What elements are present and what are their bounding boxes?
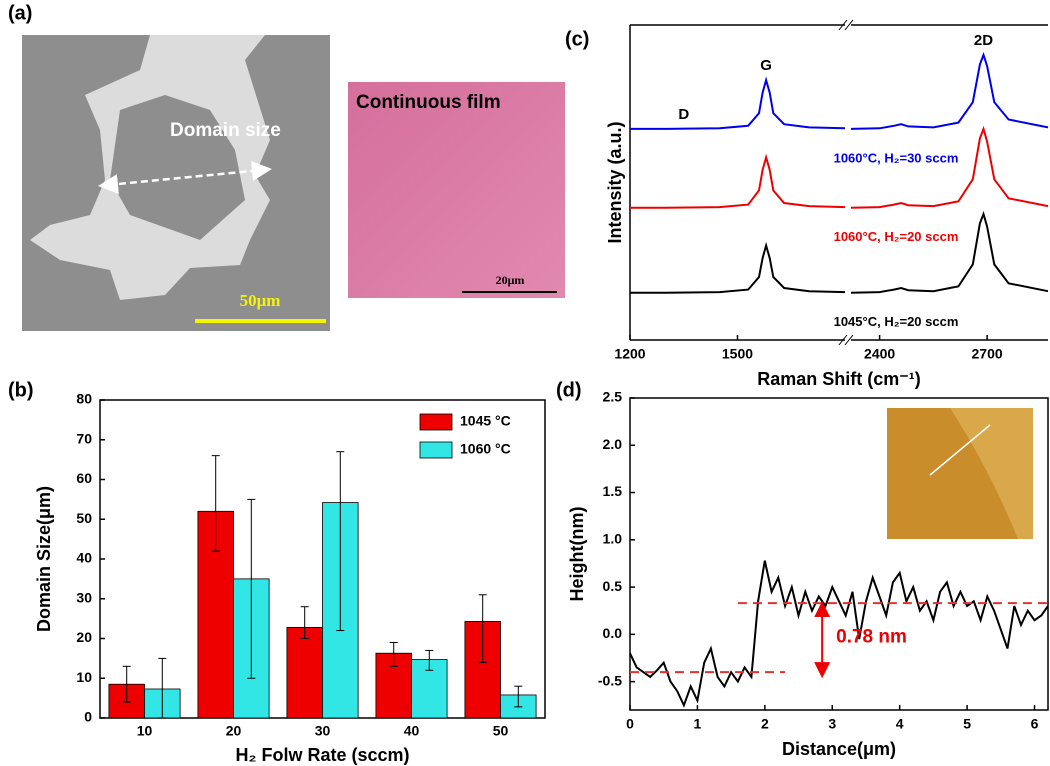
peak-label: 2D bbox=[974, 32, 993, 49]
x-tick-label: 1200 bbox=[614, 346, 645, 362]
y-tick-label: -0.5 bbox=[598, 672, 622, 688]
x-axis-label: Raman Shift (cm⁻¹) bbox=[757, 369, 921, 389]
x-tick-label: 4 bbox=[896, 716, 904, 732]
y-tick-label: 2.5 bbox=[603, 389, 623, 405]
x-tick-label: 6 bbox=[1031, 716, 1039, 732]
x-tick-label: 2700 bbox=[972, 346, 1003, 362]
optical-image: Continuous film 20μm bbox=[348, 82, 565, 298]
x-tick-label: 40 bbox=[404, 723, 420, 739]
y-tick-label: 0.0 bbox=[603, 625, 623, 641]
y-tick-label: 0 bbox=[84, 709, 92, 725]
x-tick-label: 50 bbox=[493, 723, 509, 739]
bar bbox=[287, 627, 323, 718]
x-tick-label: 30 bbox=[315, 723, 331, 739]
peak-label: G bbox=[760, 57, 772, 74]
series-line bbox=[630, 80, 845, 129]
panel-label: (a) bbox=[8, 2, 32, 24]
x-tick-label: 0 bbox=[626, 716, 634, 732]
y-axis-label: Domain Size(μm) bbox=[34, 486, 54, 632]
x-axis-label: H₂ Folw Rate (sccm) bbox=[235, 745, 409, 765]
series-line bbox=[630, 157, 845, 207]
annotation: 0.78 nm bbox=[836, 627, 907, 648]
optical-background bbox=[348, 82, 565, 298]
y-tick-label: 70 bbox=[76, 430, 92, 446]
y-tick-label: 50 bbox=[76, 510, 92, 526]
legend-label: 1045 °C bbox=[460, 413, 511, 429]
series-label: 1060°C, H₂=30 sccm bbox=[834, 150, 959, 165]
x-tick-label: 2400 bbox=[864, 346, 895, 362]
x-tick-label: 3 bbox=[828, 716, 836, 732]
series-line bbox=[851, 214, 1048, 293]
x-tick-label: 20 bbox=[226, 723, 242, 739]
optical-title: Continuous film bbox=[356, 92, 501, 113]
scale-bar-label: 20μm bbox=[496, 273, 525, 287]
panel-label: (c) bbox=[565, 28, 589, 50]
x-axis-label: Distance(μm) bbox=[782, 739, 896, 759]
x-tick-label: 5 bbox=[963, 716, 971, 732]
peak-label: D bbox=[678, 106, 689, 123]
figure: (a) (b) (c) (d) Domain size 50μm Continu… bbox=[0, 0, 1050, 766]
y-tick-label: 20 bbox=[76, 629, 92, 645]
y-tick-label: 1.5 bbox=[603, 483, 623, 499]
scale-bar-label: 50μm bbox=[240, 291, 281, 310]
y-tick-label: 60 bbox=[76, 470, 92, 486]
y-tick-label: 10 bbox=[76, 669, 92, 685]
panel-label: (d) bbox=[556, 379, 582, 401]
y-tick-label: 0.5 bbox=[603, 578, 623, 594]
x-tick-label: 10 bbox=[137, 723, 153, 739]
x-tick-label: 1 bbox=[694, 716, 702, 732]
y-axis-label: Height(nm) bbox=[567, 507, 587, 602]
panel-label: (b) bbox=[8, 379, 34, 401]
x-tick-label: 1500 bbox=[722, 346, 753, 362]
afm-inset bbox=[887, 408, 1033, 539]
y-tick-label: 30 bbox=[76, 589, 92, 605]
y-tick-label: 1.0 bbox=[603, 531, 623, 547]
x-tick-label: 2 bbox=[761, 716, 769, 732]
y-tick-label: 40 bbox=[76, 550, 92, 566]
series-line bbox=[851, 129, 1048, 208]
y-tick-label: 80 bbox=[76, 391, 92, 407]
series-line bbox=[851, 55, 1048, 129]
y-tick-label: 2.0 bbox=[603, 436, 623, 452]
series-label: 1045°C, H₂=20 sccm bbox=[834, 314, 959, 329]
series-label: 1060°C, H₂=20 sccm bbox=[834, 229, 959, 244]
series-line bbox=[630, 246, 845, 293]
legend-swatch bbox=[420, 414, 452, 430]
sem-image: Domain size 50μm bbox=[22, 35, 330, 331]
legend-label: 1060 °C bbox=[460, 441, 511, 457]
sem-annotation: Domain size bbox=[170, 120, 281, 141]
y-axis-label: Intensity (a.u.) bbox=[605, 121, 625, 243]
legend-swatch bbox=[420, 442, 452, 458]
